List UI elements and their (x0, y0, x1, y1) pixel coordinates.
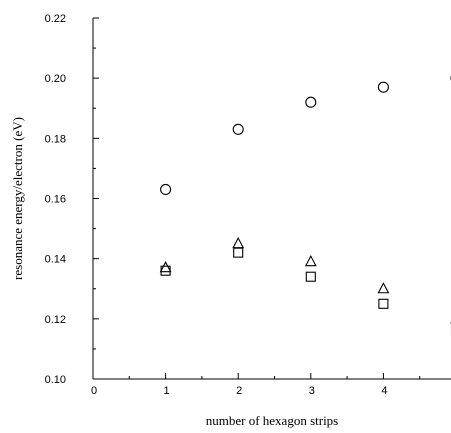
y-tick-label: 0.20 (45, 73, 66, 85)
x-tick-label: 4 (381, 385, 387, 397)
x-axis-label: number of hexagon strips (206, 413, 339, 428)
y-tick-label: 0.12 (45, 314, 66, 326)
x-ticks: 012345 (91, 373, 451, 397)
circle-point (161, 184, 171, 194)
square-point (379, 299, 388, 308)
x-tick-label: 1 (164, 385, 170, 397)
y-tick-label: 0.10 (45, 374, 66, 386)
y-tick-label: 0.14 (45, 254, 66, 266)
circle-point (306, 97, 316, 107)
triangle-point (306, 256, 316, 266)
y-axis-label: resonance energy/electron (eV) (10, 117, 25, 280)
circle-point (233, 124, 243, 134)
data-points (161, 73, 451, 335)
y-tick-label: 0.16 (45, 194, 66, 206)
x-tick-label: 2 (236, 385, 242, 397)
y-tick-label: 0.18 (45, 133, 66, 145)
square-point (234, 248, 243, 257)
x-tick-label: 0 (91, 385, 97, 397)
square-point (306, 272, 315, 281)
x-tick-label: 3 (309, 385, 315, 397)
axes (93, 18, 451, 379)
triangle-point (233, 238, 243, 248)
triangle-point (161, 262, 171, 272)
y-ticks: 0.10 0.12 0.14 0.16 0.18 0.20 0.22 (45, 13, 99, 386)
circle-point (378, 82, 388, 92)
y-tick-label: 0.22 (45, 13, 66, 25)
triangle-point (378, 283, 388, 293)
